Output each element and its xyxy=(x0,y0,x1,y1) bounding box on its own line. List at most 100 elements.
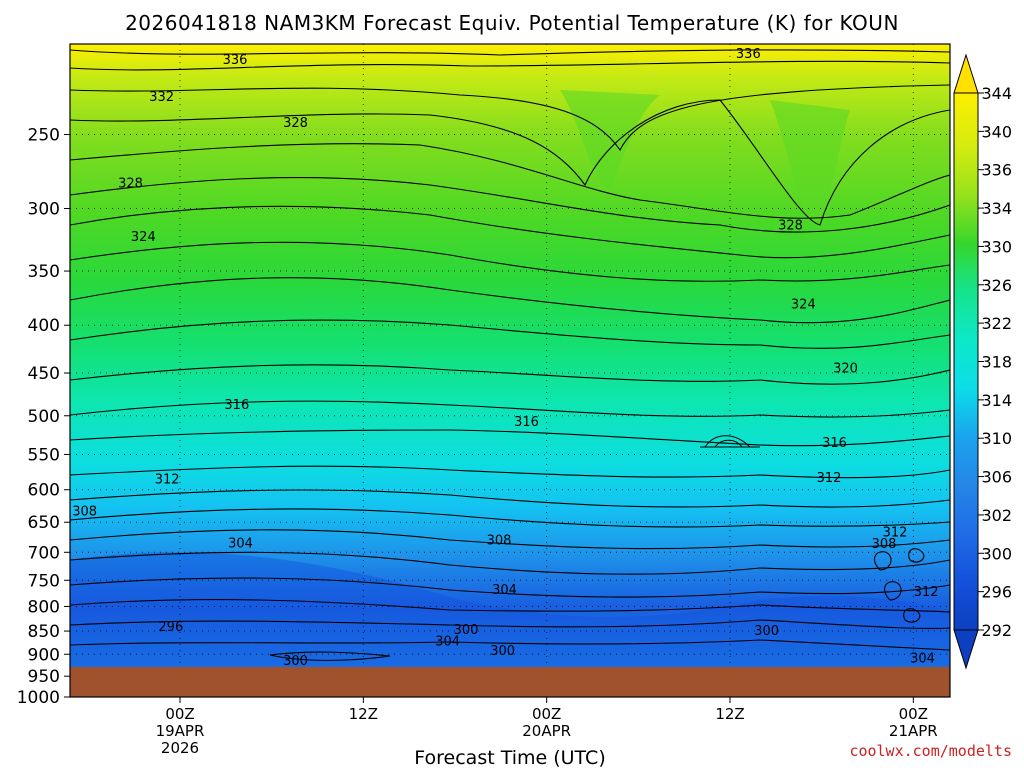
contour-line xyxy=(70,577,950,598)
x-tick-label: 21APR xyxy=(889,722,938,740)
colorbar-bottom-arrow xyxy=(953,629,979,670)
colorbar-tick-label: 340 xyxy=(981,122,1012,141)
contour-line xyxy=(70,529,950,550)
credit-text: coolwx.com/modelts xyxy=(849,742,1012,760)
y-tick-label: 750 xyxy=(28,571,60,591)
colorbar-tick-label: 326 xyxy=(981,276,1012,295)
y-tick-label: 800 xyxy=(28,597,60,617)
y-tick-label: 950 xyxy=(28,667,60,687)
x-tick-label: 12Z xyxy=(715,705,744,723)
contour-label: 300 xyxy=(283,654,308,669)
contour-line xyxy=(874,551,892,571)
contour-line xyxy=(70,84,950,152)
y-tick-label: 1000 xyxy=(17,688,60,708)
colorbar-top-arrow xyxy=(953,53,979,94)
y-tick-label: 300 xyxy=(28,200,60,220)
terrain-below-ground xyxy=(70,667,950,697)
contour-label: 328 xyxy=(778,219,803,234)
contour-line xyxy=(70,429,950,447)
colorbar-tick-label: 318 xyxy=(981,353,1012,372)
colorbar-tick-label: 310 xyxy=(981,429,1012,448)
contour-line xyxy=(70,489,950,508)
colorbar: 292 296 300 302 306 310 314 318 322 326 330 334 336 3… xyxy=(953,53,1012,670)
contour-line xyxy=(70,241,950,282)
x-tick-label: 00Z xyxy=(532,705,561,723)
contour-line xyxy=(70,619,950,629)
contour-line xyxy=(70,99,950,226)
contour-line xyxy=(70,49,950,56)
x-tick-label: 00Z xyxy=(899,705,928,723)
contour-label: 316 xyxy=(224,398,249,413)
contour-label: 324 xyxy=(791,297,816,312)
contour-line xyxy=(70,465,950,479)
contour-line xyxy=(70,277,950,324)
contour-line xyxy=(70,177,950,233)
contour-label: 296 xyxy=(158,620,183,635)
y-tick-label: 250 xyxy=(28,126,60,146)
colorbar-tick-label: 336 xyxy=(981,161,1012,180)
contour-label: 300 xyxy=(490,644,515,659)
contour-line xyxy=(70,319,950,349)
colorbar-tick-label: 322 xyxy=(981,314,1012,333)
x-tick-label: 2026 xyxy=(161,739,199,757)
y-tick-label: 400 xyxy=(28,316,60,336)
contour-label: 320 xyxy=(833,361,858,376)
y-tick-label: 850 xyxy=(28,622,60,642)
contour-line xyxy=(70,143,950,219)
y-tick-label: 700 xyxy=(28,543,60,563)
plot-frame xyxy=(69,43,951,698)
contour-label: 332 xyxy=(149,90,174,105)
contour-line xyxy=(704,435,751,448)
contour-label: 328 xyxy=(283,116,308,131)
colorbar-scale xyxy=(953,92,979,631)
colorbar-tick-label: 292 xyxy=(981,621,1012,640)
y-tick-label: 600 xyxy=(28,481,60,501)
contour-label: 312 xyxy=(914,585,939,600)
colorbar-tick-label: 306 xyxy=(981,468,1012,487)
upper-cold-trough xyxy=(560,90,660,190)
contour-line xyxy=(70,60,950,71)
y-tick-label: 650 xyxy=(28,513,60,533)
y-tick-label: 500 xyxy=(28,407,60,427)
contour-label: 316 xyxy=(822,436,847,451)
contour-label: 312 xyxy=(155,472,180,487)
contour-label: 336 xyxy=(223,53,248,68)
y-axis: 250 300 350 400 450 500 550 600 650 700 750 800 850 9… xyxy=(17,126,70,708)
x-tick-label: 19APR xyxy=(156,722,205,740)
contour-lines xyxy=(70,49,950,661)
contour-label: 304 xyxy=(492,583,517,598)
contour-label: 324 xyxy=(131,230,156,245)
contour-label: 312 xyxy=(883,526,908,541)
contour-line xyxy=(903,608,921,623)
colorbar-tick-label: 296 xyxy=(981,583,1012,602)
upper-cold-trough-2 xyxy=(770,100,850,226)
contour-line xyxy=(714,439,743,448)
contour-line xyxy=(70,551,950,575)
chart-title: 2026041818 NAM3KM Forecast Equiv. Potent… xyxy=(125,11,899,35)
colorbar-ticks: 292 296 300 302 306 310 314 318 322 326 330 334 336 3… xyxy=(978,84,1012,640)
contour-label: 316 xyxy=(514,415,539,430)
x-tick-label: 12Z xyxy=(349,705,378,723)
colorbar-tick-label: 314 xyxy=(981,391,1012,410)
colorbar-tick-label: 344 xyxy=(981,84,1012,103)
contour-label: 308 xyxy=(72,504,97,519)
contour-label: 300 xyxy=(454,623,479,638)
x-tick-label: 00Z xyxy=(165,705,194,723)
colorbar-tick-label: 330 xyxy=(981,237,1012,256)
contour-line xyxy=(70,364,950,385)
x-tick-label: 20APR xyxy=(522,722,571,740)
colorbar-tick-label: 300 xyxy=(981,544,1012,563)
y-tick-label: 450 xyxy=(28,364,60,384)
grid-lines xyxy=(70,44,950,697)
contour-line xyxy=(70,205,950,259)
y-tick-label: 900 xyxy=(28,645,60,665)
contour-label: 328 xyxy=(118,176,143,191)
contour-label: 308 xyxy=(487,534,512,549)
y-tick-label: 350 xyxy=(28,262,60,282)
colorbar-tick-label: 302 xyxy=(981,506,1012,525)
y-tick-label: 550 xyxy=(28,445,60,465)
contour-line xyxy=(269,651,391,661)
